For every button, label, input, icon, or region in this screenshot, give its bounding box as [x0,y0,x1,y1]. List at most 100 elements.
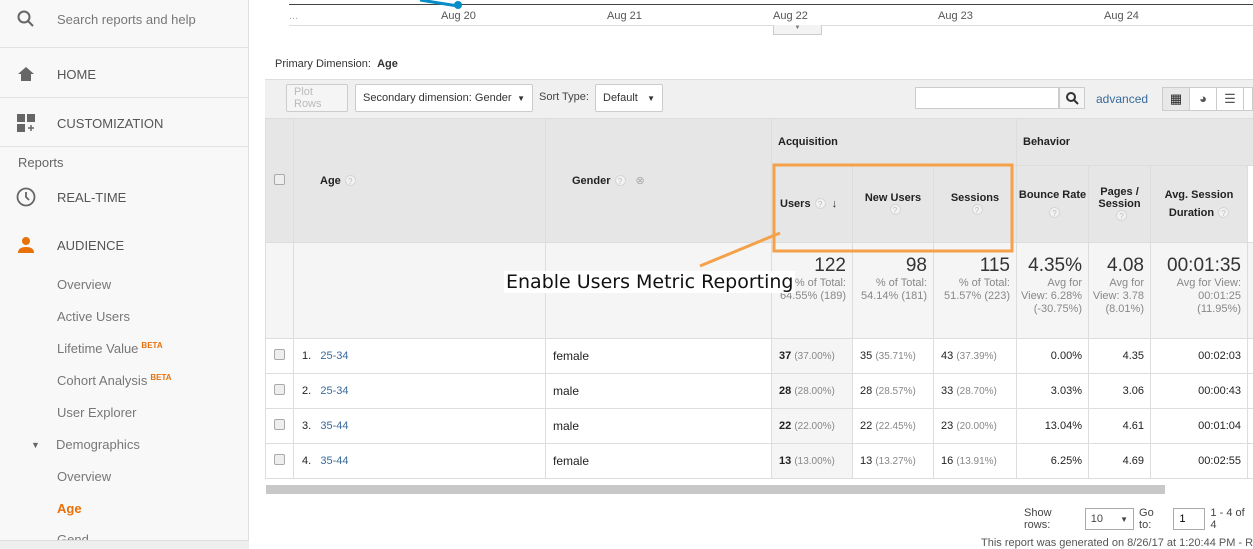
pct: (37.39%) [956,351,997,362]
new-users-cell: 13 (13.27%) [852,443,934,479]
table-row: 4. 35-44 female 13 (13.00%) 13 (13.27%) … [265,443,1253,479]
age-link[interactable]: 35-44 [320,455,349,467]
table-search-input[interactable] [915,87,1059,109]
new-users-cell: 28 (28.57%) [852,373,934,409]
help-icon[interactable]: ? [1116,210,1127,221]
sidebar-item-realtime[interactable]: REAL-TIME [0,185,249,209]
sidebar-sub-active-users[interactable]: Active Users [57,309,130,324]
horizontal-scrollbar[interactable] [266,485,1165,494]
sub: % of Total: 51.57% (223) [943,277,1010,302]
sidebar-sub-lifetime-value[interactable]: Lifetime Value BETA [57,341,163,356]
total-pages-session: 4.08 Avg for View: 3.78 (8.01%) [1088,242,1151,339]
label: Bounce Rate [1018,189,1087,201]
value: 35 [860,350,873,362]
row-checkbox[interactable] [274,349,285,360]
table-row: 3. 35-44 male 22 (22.00%) 22 (22.45%) 23… [265,408,1253,444]
sort-type-dropdown[interactable]: Default ▼ [595,84,663,112]
table-view-icon[interactable]: ▦ [1163,88,1190,110]
view-switcher: ▦ ◕ ☰ [1162,87,1253,111]
sessions-cell: 23 (20.00%) [933,408,1017,444]
primary-dimension-age[interactable]: Age [377,58,398,70]
select-all-checkbox[interactable] [274,173,285,185]
pages-session-cell: 4.35 [1088,338,1151,374]
avg-duration-cell: 00:01:04 [1150,408,1248,444]
sidebar-item-customization[interactable]: CUSTOMIZATION [0,111,249,135]
value: 13 [860,455,873,467]
help-icon[interactable]: ? [614,175,626,186]
bounce-rate-column-header[interactable]: Bounce Rate? [1016,165,1089,243]
pages-session-cell: 4.69 [1088,443,1151,479]
dashboard-add-icon [16,113,36,133]
users-cell: 22 (22.00%) [771,408,853,444]
value: 33 [941,385,954,397]
table-row: 1. 25-34 female 37 (37.00%) 35 (35.71%) … [265,338,1253,374]
chart-collapse-toggle[interactable]: ▼ [773,25,822,35]
pages-session-cell: 4.61 [1088,408,1151,444]
help-icon[interactable]: ? [344,174,356,186]
help-icon[interactable]: ? [889,204,901,215]
sidebar-sub-demo-overview[interactable]: Overview [57,469,112,484]
goto-input[interactable] [1173,508,1206,530]
new-users-column-header[interactable]: New Users? [852,165,934,243]
pie-view-icon[interactable]: ◕ [1190,88,1217,110]
age-link[interactable]: 35-44 [320,420,349,432]
search-button[interactable] [1059,87,1085,109]
secondary-dimension-dropdown[interactable]: Secondary dimension: Gender ▼ [355,84,533,112]
pct: (22.45%) [875,421,916,432]
age-link[interactable]: 25-34 [320,385,349,397]
sort-type-label: Sort Type: [539,91,589,103]
bounce-rate-cell: 3.03% [1016,373,1089,409]
users-cell: 28 (28.00%) [771,373,853,409]
x-tick: Aug 22 [773,10,808,22]
home-icon [16,64,36,84]
age-link[interactable]: 25-34 [320,350,349,362]
age-column-header[interactable]: Age? [293,118,546,243]
users-cell: 37 (37.00%) [771,338,853,374]
goto-label: Go to: [1139,507,1154,531]
sidebar-sub-user-explorer[interactable]: User Explorer [57,405,137,420]
advanced-link[interactable]: advanced [1096,92,1149,106]
show-rows-select[interactable]: 10 ▼ [1084,508,1135,530]
report-table: Age? Gender? ⊗ Acquisition Behavior Users… [265,118,1253,479]
value: 22 [860,420,873,432]
help-icon[interactable]: ? [971,204,983,215]
row-checkbox[interactable] [274,419,285,430]
value: 4.08 [1107,255,1144,276]
plot-rows-button[interactable]: Plot Rows [286,84,348,112]
avg-session-duration-column-header[interactable]: Avg. Session Duration? [1150,165,1248,243]
avg-duration-cell: 00:02:03 [1150,338,1248,374]
value: 28 [779,385,792,397]
sidebar-search[interactable]: Search reports and help [0,6,249,32]
pct: (20.00%) [956,421,997,432]
value: 22 [779,420,792,432]
search-input[interactable]: Search reports and help [57,11,196,27]
sidebar-item-home[interactable]: HOME [0,62,249,86]
sessions-cell: 16 (13.91%) [933,443,1017,479]
sidebar-scrollbar[interactable] [0,540,249,549]
table-row: 2. 25-34 male 28 (28.00%) 28 (28.57%) 33… [265,373,1253,409]
row-checkbox[interactable] [274,454,285,465]
row-checkbox[interactable] [274,384,285,395]
pct: (28.57%) [875,386,916,397]
pages-session-column-header[interactable]: Pages / Session? [1088,165,1151,243]
label: Avg. Session Duration [1164,189,1234,219]
sub: % of Total: 64.55% (189) [779,277,846,302]
remove-dimension-icon[interactable]: ⊗ [635,175,645,187]
help-icon[interactable]: ? [1049,207,1060,218]
users-column-header[interactable]: Users? ↓ [771,165,853,243]
bar-view-icon[interactable]: ☰ [1217,88,1244,110]
help-icon[interactable]: ? [814,198,826,209]
gender-column-header[interactable]: Gender? ⊗ [545,118,772,243]
sidebar-sub-gender[interactable]: Gend [57,532,89,540]
caret-down-icon[interactable]: ▼ [31,440,40,450]
clock-icon [16,187,36,207]
label: Users [780,198,811,210]
help-icon[interactable]: ? [1218,207,1230,218]
gender-cell: female [545,443,772,479]
sidebar-sub-overview[interactable]: Overview [57,277,112,292]
sidebar-sub-age[interactable]: Age [57,501,82,516]
sidebar-sub-demographics[interactable]: Demographics [56,437,140,452]
sessions-column-header[interactable]: Sessions? [933,165,1017,243]
sidebar-item-audience[interactable]: AUDIENCE [0,233,249,257]
sidebar-sub-cohort-analysis[interactable]: Cohort Analysis BETA [57,373,172,388]
